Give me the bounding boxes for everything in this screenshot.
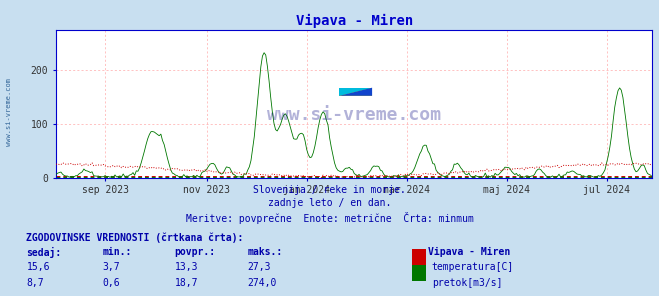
Text: 18,7: 18,7	[175, 278, 198, 288]
Text: zadnje leto / en dan.: zadnje leto / en dan.	[268, 198, 391, 208]
Text: maks.:: maks.:	[247, 247, 282, 257]
Text: 15,6: 15,6	[26, 262, 50, 272]
Text: temperatura[C]: temperatura[C]	[432, 262, 514, 272]
Text: min.:: min.:	[102, 247, 132, 257]
Text: www.si-vreme.com: www.si-vreme.com	[5, 78, 12, 147]
Text: ZGODOVINSKE VREDNOSTI (črtkana črta):: ZGODOVINSKE VREDNOSTI (črtkana črta):	[26, 232, 244, 243]
Polygon shape	[339, 88, 372, 96]
Text: sedaj:: sedaj:	[26, 247, 61, 258]
Text: 8,7: 8,7	[26, 278, 44, 288]
Text: 0,6: 0,6	[102, 278, 120, 288]
Text: pretok[m3/s]: pretok[m3/s]	[432, 278, 502, 288]
Bar	[339, 88, 372, 96]
Text: Slovenija / reke in morje.: Slovenija / reke in morje.	[253, 185, 406, 195]
Text: povpr.:: povpr.:	[175, 247, 215, 257]
Text: 3,7: 3,7	[102, 262, 120, 272]
Text: Vipava - Miren: Vipava - Miren	[428, 247, 511, 257]
Text: Meritve: povprečne  Enote: metrične  Črta: minmum: Meritve: povprečne Enote: metrične Črta:…	[186, 212, 473, 224]
Text: www.si-vreme.com: www.si-vreme.com	[267, 107, 442, 124]
Title: Vipava - Miren: Vipava - Miren	[296, 14, 413, 28]
Text: 13,3: 13,3	[175, 262, 198, 272]
Polygon shape	[339, 88, 372, 96]
Text: 27,3: 27,3	[247, 262, 271, 272]
Text: 274,0: 274,0	[247, 278, 277, 288]
